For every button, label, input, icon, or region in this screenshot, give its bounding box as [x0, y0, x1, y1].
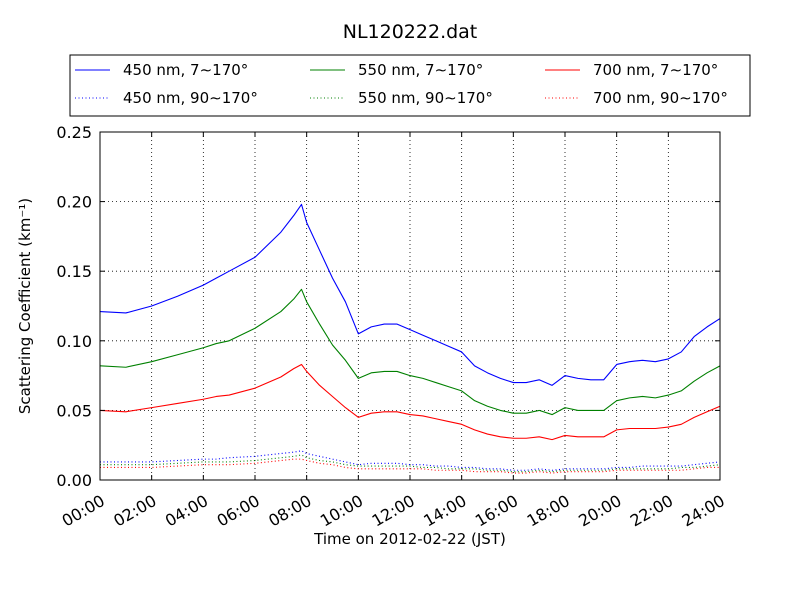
- series-line-3: [99, 288, 721, 416]
- x-tick-label: 06:00: [214, 491, 263, 531]
- x-tick-label: 24:00: [679, 491, 728, 531]
- x-tick-label: 08:00: [265, 491, 314, 531]
- x-tick-label: 00:00: [59, 491, 108, 531]
- legend-label: 550 nm, 90∼170°: [358, 89, 493, 107]
- x-tick-label: 12:00: [369, 491, 418, 531]
- axis-ticks: 00:00 02:00 04:00 06:00 08:00 10:00 12:00 14:00…: [56, 123, 728, 531]
- chart-title: NL120222.dat: [343, 21, 478, 43]
- legend-box: [69, 54, 751, 117]
- legend: 450 nm, 7∼170° 450 nm, 90∼170° 550 nm, 7∼1…: [69, 54, 751, 117]
- y-tick-label: 0.05: [56, 401, 92, 420]
- x-tick-label: 22:00: [627, 491, 676, 531]
- y-tick-label: 0.00: [56, 471, 92, 490]
- series-line-1: [99, 203, 721, 386]
- series-lines: [99, 203, 721, 474]
- legend-label: 550 nm, 7∼170°: [358, 61, 483, 79]
- x-tick-label: 10:00: [317, 491, 366, 531]
- y-tick-label: 0.10: [56, 332, 92, 351]
- legend-label: 700 nm, 90∼170°: [593, 89, 728, 107]
- legend-label: 700 nm, 7∼170°: [593, 61, 718, 79]
- y-axis-label: Scattering Coefficient (km⁻¹): [16, 198, 34, 414]
- series-line-4: [100, 454, 721, 473]
- series-line-5: [99, 363, 721, 441]
- y-tick-label: 0.15: [56, 262, 92, 281]
- x-tick-label: 20:00: [575, 491, 624, 531]
- y-tick-label: 0.20: [56, 193, 92, 212]
- x-tick-label: 18:00: [524, 491, 573, 531]
- x-tick-label: 16:00: [472, 491, 521, 531]
- legend-label: 450 nm, 7∼170°: [123, 61, 248, 79]
- grid: [100, 132, 720, 480]
- y-tick-label: 0.25: [56, 123, 92, 142]
- series-line-6: [100, 458, 720, 474]
- x-tick-label: 02:00: [110, 491, 159, 531]
- legend-label: 450 nm, 90∼170°: [123, 89, 258, 107]
- x-tick-label: 14:00: [420, 491, 469, 531]
- x-axis-label: Time on 2012-02-22 (JST): [313, 530, 506, 548]
- x-tick-label: 04:00: [162, 491, 211, 531]
